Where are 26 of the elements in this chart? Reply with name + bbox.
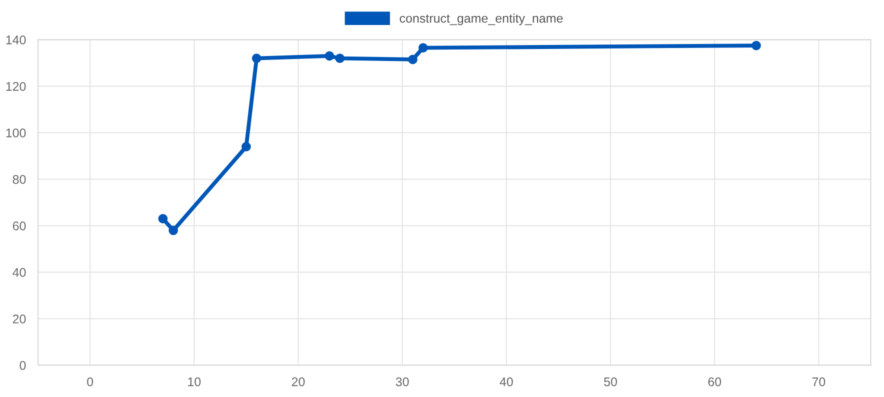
point: [168, 226, 178, 236]
x-tick-label: 30: [396, 377, 409, 386]
x-tick-label: 0: [87, 377, 94, 386]
point: [324, 51, 334, 61]
point: [335, 54, 345, 63]
x-tick-label: 40: [500, 377, 513, 386]
point: [158, 214, 168, 224]
x-tick-label: 20: [292, 377, 305, 386]
y-tick-label: 40: [12, 268, 26, 277]
x-tick-label: 60: [708, 377, 722, 386]
point: [752, 40, 761, 50]
y-tick-label: 0: [20, 361, 26, 370]
point: [252, 54, 262, 63]
point: [408, 54, 418, 64]
y-tick-label: 80: [12, 175, 26, 184]
y-tick-label: 20: [12, 314, 26, 324]
y-tick-label: 120: [6, 82, 26, 91]
x-tick-label: 50: [604, 377, 617, 386]
y-tick-label: 140: [6, 36, 26, 44]
legend-label: construct_game_entity_name: [400, 14, 563, 26]
y-tick-label: 100: [6, 128, 26, 138]
x-tick-label: 70: [812, 377, 826, 386]
point: [242, 142, 251, 152]
y-tick-label: 60: [12, 222, 26, 230]
point: [418, 43, 428, 53]
x-tick-label: 10: [188, 377, 201, 386]
